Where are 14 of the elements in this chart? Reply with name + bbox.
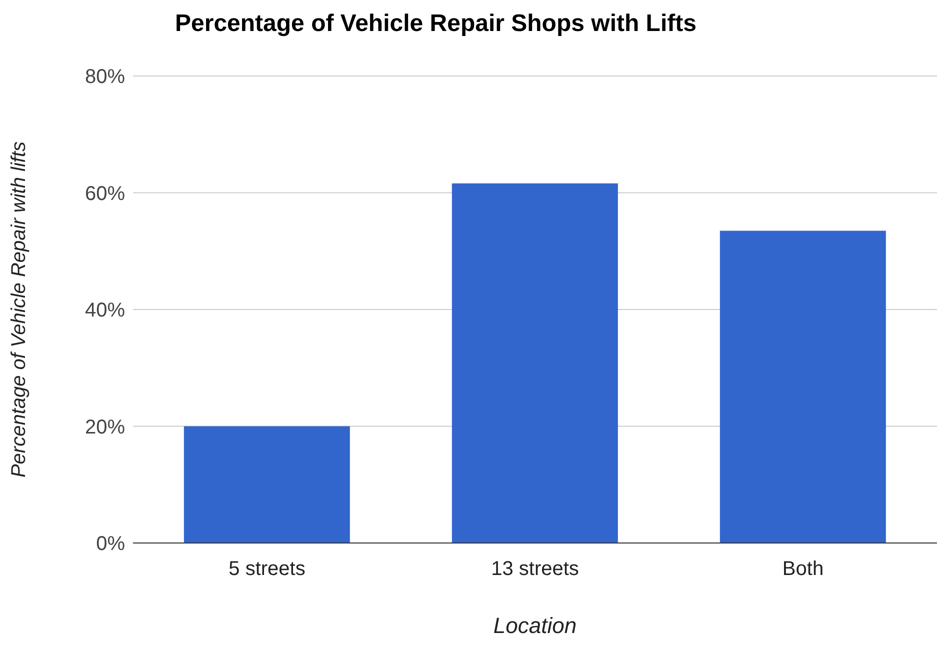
y-tick-label: 20% [84,416,126,438]
y-tick-label: 60% [84,182,126,205]
y-tick-label: 40% [84,300,126,322]
x-tick-label: Both [782,558,824,580]
y-tick-label: 80% [84,66,126,88]
y-axis-title: Percentage of Vehicle Repair with lifts [8,141,30,478]
bar [720,230,886,543]
y-tick-label: 0% [96,533,126,556]
bar [452,183,618,543]
chart-title: Percentage of Vehicle Repair Shops with Lifts [175,10,696,38]
bar [184,426,350,543]
x-axis-title: Location [493,613,577,638]
x-tick-label: 5 streets [228,558,306,580]
x-tick-label: 13 streets [491,558,579,580]
